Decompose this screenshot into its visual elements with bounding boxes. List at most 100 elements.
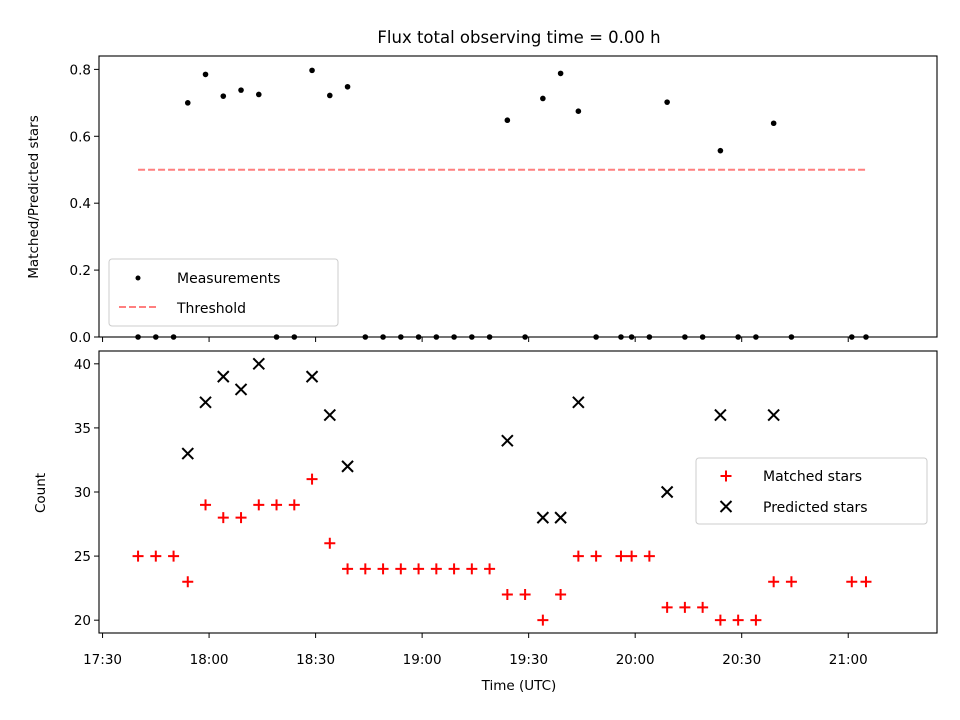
measurement-point [184, 100, 191, 106]
matched-star-point [661, 601, 673, 613]
matched-star-point [484, 563, 496, 575]
predicted-star-point [572, 396, 585, 409]
measurement-point [344, 83, 351, 90]
matched-star-point [714, 614, 726, 626]
top-legend-box [108, 258, 339, 327]
bottom-xtick-label: 20:30 [722, 652, 761, 668]
top-ylabel: Matched/Predicted stars [26, 115, 42, 278]
measurement-point [238, 87, 244, 93]
matched-star-point [768, 576, 780, 588]
matched-star-point [846, 576, 858, 588]
bottom-axes-frame [98, 350, 938, 634]
matched-star-point [359, 563, 371, 575]
top-panel: Flux total observing time = 0.00 h Match… [26, 28, 938, 346]
bottom-xtick-label: 19:30 [509, 652, 548, 668]
matched-star-point [501, 589, 513, 601]
matched-star-point [253, 499, 265, 511]
matched-star-point [377, 563, 389, 575]
legend-matched-label: Matched stars [763, 469, 862, 485]
bottom-xtick-label: 21:00 [829, 652, 868, 668]
matched-star-point [430, 563, 442, 575]
matched-star-point [235, 512, 247, 524]
measurement-point [557, 70, 564, 77]
matched-star-point [860, 576, 872, 588]
bottom-xtick-label: 18:00 [190, 652, 229, 668]
matched-star-point [590, 550, 602, 562]
matched-star-point [306, 473, 318, 485]
top-chart-title: Flux total observing time = 0.00 h [377, 28, 660, 47]
matched-star-point [750, 614, 762, 626]
top-ytick-label: 0.6 [70, 129, 91, 145]
bottom-xlabel: Time (UTC) [481, 678, 557, 694]
measurement-point [220, 93, 227, 99]
bottom-legend: Matched stars Predicted stars [695, 457, 928, 525]
matched-star-point [150, 550, 162, 562]
predicted-star-point [501, 434, 514, 447]
matched-star-point [615, 550, 627, 562]
matched-star-point [271, 499, 283, 511]
predicted-star-point [323, 408, 337, 422]
measurement-point [540, 95, 546, 102]
matched-star-point [168, 550, 180, 562]
legend-measurements-label: Measurements [177, 271, 280, 287]
predicted-star-point [217, 370, 230, 383]
top-ytick-label: 0.2 [70, 263, 91, 279]
legend-predicted-marker [719, 500, 733, 513]
predicted-star-point [181, 447, 194, 460]
legend-predicted-label: Predicted stars [763, 500, 868, 516]
matched-star-point [200, 499, 212, 511]
measurement-point [717, 147, 724, 154]
bottom-xtick-label: 20:00 [616, 652, 655, 668]
bottom-xtick-label: 18:30 [296, 652, 335, 668]
top-ytick-label: 0.4 [70, 196, 91, 212]
matched-star-point [697, 601, 709, 613]
predicted-star-point [767, 408, 780, 422]
matched-star-point [182, 576, 194, 588]
measurement-point [664, 99, 670, 105]
bottom-ytick-label: 30 [74, 485, 91, 501]
matched-star-point [679, 601, 691, 613]
bottom-xtick-label: 19:00 [403, 652, 442, 668]
predicted-star-point [305, 370, 319, 383]
matched-star-point [785, 576, 797, 588]
bottom-ytick-label: 20 [74, 613, 91, 629]
matched-star-point [342, 563, 354, 575]
matched-star-point [217, 512, 229, 524]
matched-star-point [732, 614, 744, 626]
matched-star-point [448, 563, 460, 575]
matched-star-point [555, 589, 567, 601]
bottom-ytick-label: 35 [74, 421, 91, 437]
measurement-point [309, 67, 315, 74]
legend-matched-marker [720, 470, 732, 482]
top-ytick-label: 0.8 [70, 62, 91, 78]
matched-star-point [132, 550, 144, 562]
measurement-point [575, 108, 582, 114]
top-legend: Measurements Threshold [108, 258, 339, 327]
matched-star-point [519, 589, 531, 601]
matched-star-point [537, 614, 549, 626]
measurement-point [327, 92, 333, 99]
top-plot-area: 0.0 0.2 0.4 0.6 0.8 [70, 62, 869, 346]
top-ytick-label: 0.0 [70, 330, 91, 346]
legend-threshold-label: Threshold [176, 301, 246, 317]
bottom-panel: Count Time (UTC) 20 25 30 35 40 17:30 18:00 18:… [33, 350, 938, 694]
predicted-star-point [234, 383, 248, 396]
matched-star-point [572, 550, 584, 562]
measurement-point [770, 120, 777, 127]
matched-star-point [626, 550, 638, 562]
bottom-ytick-label: 40 [74, 357, 91, 373]
matched-star-point [413, 563, 425, 575]
matched-star-point [466, 563, 478, 575]
matched-star-point [395, 563, 407, 575]
predicted-star-point [536, 511, 550, 524]
bottom-legend-box [695, 457, 928, 525]
measurement-point [202, 71, 209, 78]
bottom-ylabel: Count [33, 473, 49, 513]
measurement-point [504, 117, 511, 124]
measurement-point [255, 91, 262, 98]
predicted-star-point [341, 460, 354, 473]
top-axes-frame [98, 55, 938, 338]
matched-star-point [324, 537, 336, 549]
bottom-plot-area: 20 25 30 35 40 17:30 18:00 18:30 19:00 19:30 20:00… [74, 357, 872, 668]
